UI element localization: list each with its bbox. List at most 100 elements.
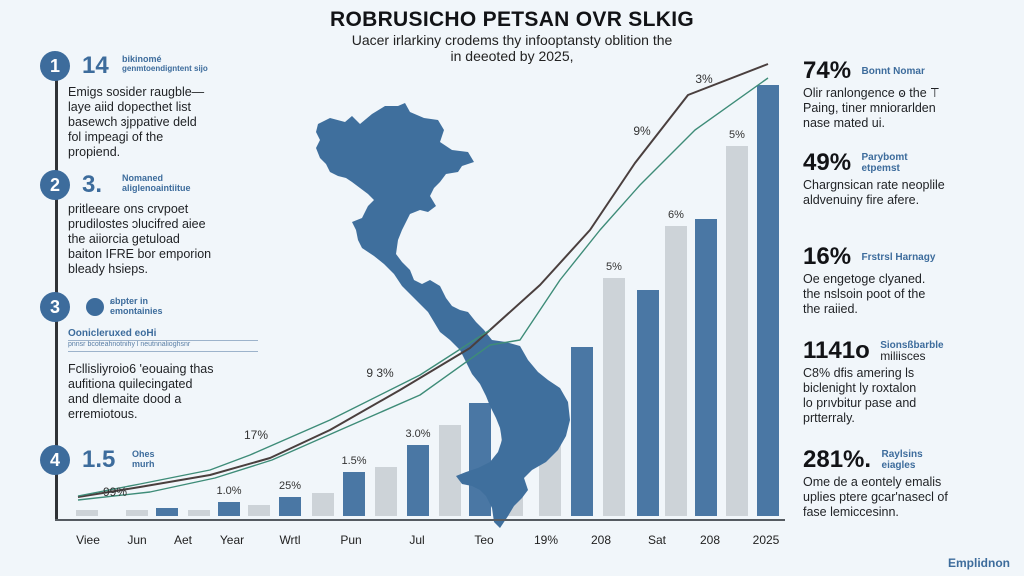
step-big-value: 3. bbox=[82, 171, 103, 198]
subtitle-line-2: in deeoted by 2025, bbox=[450, 48, 574, 64]
step-tag-line-2: aliglenoaintiitue bbox=[122, 183, 191, 193]
x-tick-label: Pun bbox=[340, 533, 362, 547]
step-tag: Ohes murh bbox=[132, 449, 155, 469]
bar-11 bbox=[439, 425, 461, 516]
bar-18 bbox=[665, 226, 687, 516]
stat-value: 74% bbox=[803, 57, 852, 84]
bar-20 bbox=[726, 146, 748, 516]
x-tick-label: Sat bbox=[647, 533, 667, 547]
stat-desc-line: fase lemiccesinn. bbox=[803, 505, 899, 519]
stat-tag: Sionsßbarble miliisces bbox=[880, 340, 943, 362]
stat-desc-line: uplies ptere gcar'nasecl of bbox=[803, 490, 948, 504]
stat-tag-line-2: miliisces bbox=[880, 349, 926, 363]
stat-desc: Olir ranlongence ꙩ the ꔋ Paing, tiner mn… bbox=[803, 86, 1003, 131]
bar-10 bbox=[407, 445, 429, 516]
bar-0 bbox=[76, 510, 98, 516]
stat-desc-line: aldvenuiny fire afere. bbox=[803, 193, 920, 207]
page-subtitle: Uacer irlarkiny crodems thy infooptansty… bbox=[312, 32, 712, 64]
stat-value: 16% bbox=[803, 243, 852, 270]
step-3: 3 ɕbpter in emontainies Oonicleruxed eoH… bbox=[40, 292, 258, 422]
bar-4 bbox=[218, 502, 240, 516]
stat-card-4: 1141o Sionsßbarble miliisces C8% dfis am… bbox=[803, 338, 1003, 426]
x-tick-label: Viee bbox=[76, 533, 100, 547]
bar-series bbox=[76, 85, 779, 516]
x-tick-label: Jul bbox=[409, 533, 425, 547]
step-body-line: and dlemaite dood a bbox=[68, 392, 182, 406]
x-tick-label: Wrtl bbox=[279, 533, 301, 547]
step-number-badge: 4 bbox=[40, 445, 70, 475]
step-big-value: 14 bbox=[82, 52, 109, 79]
dark-trend-line bbox=[77, 63, 769, 498]
x-tick-label: 2025 bbox=[752, 533, 780, 547]
step-body-line: prudilostes ɔlucifred aiee bbox=[68, 217, 206, 231]
stat-desc-line: lo prıvbitur pase and bbox=[803, 396, 917, 410]
step-sub-heading: Oonicleruxed eoHi bbox=[68, 328, 157, 339]
bar-value-label: 5% bbox=[606, 261, 622, 273]
bar-value-label: 1.0% bbox=[216, 485, 242, 497]
x-tick-label: 208 bbox=[590, 533, 612, 547]
stat-desc: Oe engetoge clyaned. the nslsoin poot of… bbox=[803, 272, 1003, 317]
step-body: pritleeare ons crvpoet prudilostes ɔluci… bbox=[68, 202, 248, 277]
step-body-line: fol impeagi of the bbox=[68, 130, 164, 144]
bar-16 bbox=[603, 278, 625, 516]
stat-tag: Bonnt Nomar bbox=[862, 66, 925, 77]
step-body: Fcllisliyroio6 'eouaing thas aufitiona q… bbox=[68, 362, 248, 422]
step-body-line: baiton IFRE bor emporion bbox=[68, 247, 212, 261]
stat-desc: C8% dfis amering ls biclenight ly roxtal… bbox=[803, 366, 1003, 426]
stat-tag-line-1: Parybomt bbox=[861, 152, 908, 163]
bar-21 bbox=[757, 85, 779, 516]
line-value-label: 9 3% bbox=[366, 366, 394, 380]
step-tag-line-2: murh bbox=[132, 459, 155, 469]
bar-value-label: 25% bbox=[278, 480, 302, 492]
bar-6 bbox=[279, 497, 301, 516]
bar-7 bbox=[312, 493, 334, 516]
line-value-label: 9% bbox=[633, 124, 651, 138]
stat-card-3: 16% Frstrsl Harnagy Oe engetoge clyaned.… bbox=[803, 244, 1003, 317]
stat-tag-line-1: Frstrsl Harnagy bbox=[861, 251, 936, 263]
footer-brand: Emplidnon bbox=[948, 556, 1010, 570]
stat-desc-line: Paing, tiner mniorarlden bbox=[803, 101, 936, 115]
step-number-badge: 2 bbox=[40, 170, 70, 200]
green-trend-lower-line bbox=[77, 77, 769, 501]
line-value-label: 17% bbox=[243, 428, 269, 442]
step-number-badge: 3 bbox=[40, 292, 70, 322]
bar-value-label: 6% bbox=[668, 209, 684, 221]
step-body-line: propiend. bbox=[68, 145, 121, 159]
stat-tag: Raylsins eiagles bbox=[882, 449, 923, 471]
bar-15 bbox=[571, 347, 593, 516]
x-tick-label: Jun bbox=[127, 533, 147, 547]
page-title: ROBRUSICHO PETSAN OVR SLKIG bbox=[330, 8, 694, 31]
line-value-label: 99% bbox=[102, 485, 128, 499]
step-tag-line-1: bikinomé bbox=[122, 54, 162, 64]
step-body-line: erremiotous. bbox=[68, 407, 138, 421]
step-body-line: Fcllisliyroio6 'eouaing thas bbox=[68, 362, 214, 376]
x-tick-label: Aet bbox=[173, 533, 193, 547]
stat-desc-line: Olir ranlongence ꙩ the ꔋ bbox=[803, 86, 940, 100]
step-tag: ɕbpter in emontainies bbox=[110, 296, 163, 316]
step-body-line: pritleeare ons crvpoet bbox=[68, 202, 189, 216]
map-silhouette-icon bbox=[316, 103, 570, 528]
stat-card-1: 74% Bonnt Nomar Olir ranlongence ꙩ the ꔋ… bbox=[803, 58, 1003, 131]
stat-desc-line: biclenight ly roxtalon bbox=[803, 381, 917, 395]
stat-tag-line-2: etpemst bbox=[861, 163, 900, 174]
stat-value: 49% bbox=[803, 149, 852, 176]
step-body-line: bleady hsieps. bbox=[68, 262, 148, 276]
step-number-badge: 1 bbox=[40, 51, 70, 81]
step-2: 2 3. Nomaned aliglenoaintiitue pritleear… bbox=[40, 170, 250, 280]
bar-9 bbox=[375, 467, 397, 516]
stat-card-5: 281%. Raylsins eiagles Ome de a eontely … bbox=[803, 447, 1003, 520]
step-tag-line-1: Nomaned bbox=[122, 173, 164, 183]
bar-1 bbox=[126, 510, 148, 516]
lightbulb-icon bbox=[86, 298, 104, 316]
bar-5 bbox=[248, 505, 270, 516]
stat-card-2: 49% Parybomt etpemst Chargnsican rate ne… bbox=[803, 150, 1003, 208]
bar-2 bbox=[156, 508, 178, 516]
step-sub-detail: pnnsr bcoteahnotnihy l neutnnalioghsnr bbox=[68, 340, 258, 352]
stat-desc-line: the nslsoin poot of the bbox=[803, 287, 926, 301]
step-tag: Nomaned aliglenoaintiitue bbox=[122, 173, 191, 193]
stat-desc-line: Chargnsican rate neoplile bbox=[803, 178, 945, 192]
stat-desc-line: Ome de a eontely emalis bbox=[803, 475, 942, 489]
stat-tag-line-1: Sionsßbarble bbox=[880, 340, 944, 351]
bar-17 bbox=[637, 290, 659, 516]
x-tick-label: Teo bbox=[474, 533, 494, 547]
